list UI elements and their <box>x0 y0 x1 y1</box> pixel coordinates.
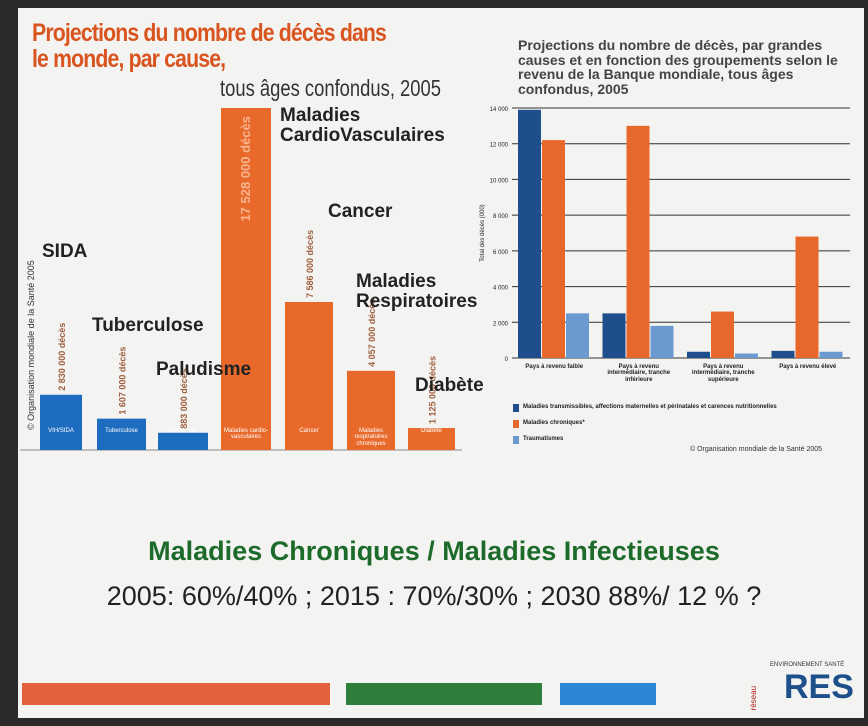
bar <box>687 352 710 358</box>
bar <box>627 126 650 358</box>
value-label: 17 528 000 décès <box>238 116 253 222</box>
y-tick-label: 2 000 <box>493 321 509 327</box>
x-tick-label: Pays à revenu intermédiaire, tranche sup… <box>683 364 764 383</box>
value-label: 1 607 000 décès <box>118 347 128 415</box>
value-label: 7 586 000 décès <box>305 230 315 298</box>
legend-entry: Traumatismes <box>523 436 843 442</box>
bar <box>158 433 208 450</box>
x-tick-label: Pays à revenu faible <box>514 364 595 370</box>
legend-swatch <box>513 420 519 428</box>
category-label: Paludisme <box>160 428 206 434</box>
bar <box>566 313 589 358</box>
chart-subtitle: tous âges confondus, 2005 <box>220 76 441 100</box>
footer-band <box>346 683 542 705</box>
y-tick-label: 14 000 <box>490 107 509 113</box>
legend-swatch <box>513 436 519 444</box>
legend-entry: Maladies transmissibles, affections mate… <box>523 404 843 410</box>
bar <box>542 140 565 358</box>
callout: Maladies CardioVasculaires <box>280 106 470 146</box>
value-label: 2 830 000 décès <box>57 323 67 391</box>
bar <box>651 326 674 358</box>
bar <box>735 354 758 358</box>
logo-tagline: ENVIRONNEMENT SANTÉ <box>770 662 844 668</box>
callout: SIDA <box>42 242 162 262</box>
x-tick-label: Pays à revenu élevé <box>768 364 849 370</box>
category-label: VIH/SIDA <box>42 428 80 434</box>
y-tick-label: 8 000 <box>493 214 509 220</box>
bar <box>603 313 626 358</box>
legend-swatch <box>513 404 519 412</box>
figures: 2005: 60%/40% ; 2015 : 70%/30% ; 2030 88… <box>0 582 868 610</box>
bar <box>518 110 541 358</box>
category-label: Diabète <box>410 428 453 434</box>
callout: Tuberculose <box>92 316 212 336</box>
y-tick-label: 12 000 <box>490 143 509 149</box>
footer-band <box>22 683 330 705</box>
headline: Maladies Chroniques / Maladies Infectieu… <box>0 537 868 565</box>
x-tick-label: Pays à revenu intermédiaire, tranche inf… <box>599 364 680 383</box>
source: © Organisation mondiale de la Santé 2005 <box>690 446 822 453</box>
legend-entry: Maladies chroniques* <box>523 420 843 426</box>
logo-name: RES <box>784 670 854 706</box>
bar <box>40 395 82 450</box>
callout: Cancer <box>328 202 448 222</box>
bar <box>772 351 795 358</box>
logo-prefix: réseau <box>750 686 758 710</box>
y-tick-label: 10 000 <box>490 178 509 184</box>
bar <box>820 352 843 358</box>
category-label: Cancer <box>287 428 331 434</box>
source: © Organisation mondiale de la Santé 2005 <box>26 260 36 430</box>
callout: Paludisme <box>156 360 276 380</box>
footer-band <box>560 683 656 705</box>
chart-title: Projections du nombre de décès dans le m… <box>32 20 389 73</box>
slide-photo: © Organisation mondiale de la Santé 2005… <box>0 0 868 726</box>
category-label: Tuberculose <box>99 428 144 434</box>
y-tick-label: 6 000 <box>493 250 509 256</box>
callout: Maladies Respiratoires <box>356 272 496 312</box>
chart-title: Projections du nombre de décès, par gran… <box>518 38 848 97</box>
bar <box>796 237 819 358</box>
category-label: Maladies respiratoires chroniques <box>349 428 393 447</box>
bar <box>711 312 734 358</box>
callout: Diabète <box>415 376 535 396</box>
y-axis-label: Total des décès (000) <box>480 204 486 261</box>
bar <box>97 419 146 450</box>
category-label: Maladies cardio-vasculaires <box>223 428 269 441</box>
